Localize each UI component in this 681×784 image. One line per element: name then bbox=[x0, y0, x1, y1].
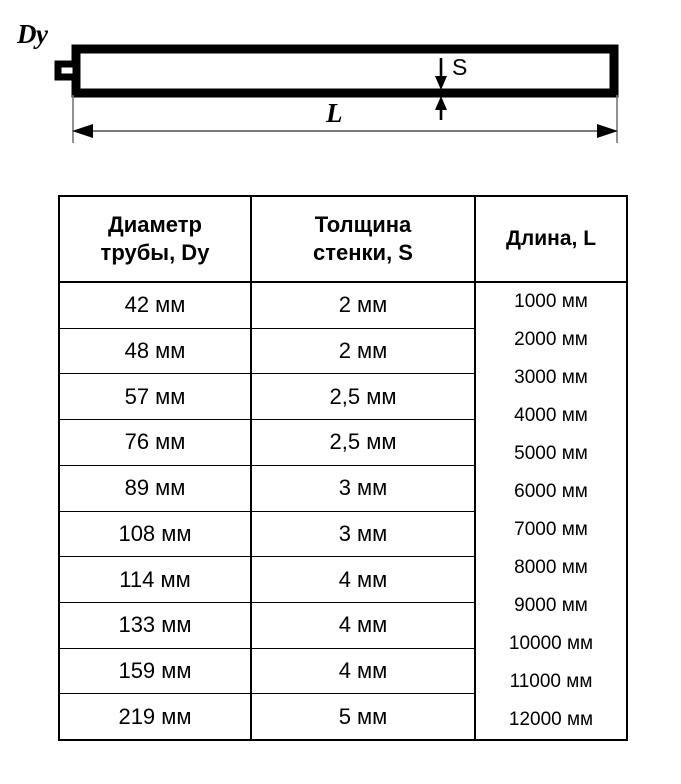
pipe-diameter-tab bbox=[54, 60, 80, 81]
table-cell-diameter: 48 мм bbox=[60, 329, 250, 375]
column-header-length: Длина, L bbox=[476, 197, 626, 283]
table-cell-diameter: 133 мм bbox=[60, 603, 250, 649]
table-cell-length: 8000 мм bbox=[514, 557, 588, 578]
table-cell-thickness: 2 мм bbox=[252, 283, 474, 329]
table-column-diameter: Диаметр трубы, Dy 42 мм 48 мм 57 мм 76 м… bbox=[60, 197, 252, 739]
column-header-thickness-line1: Толщина bbox=[314, 211, 412, 237]
table-cell-diameter: 89 мм bbox=[60, 466, 250, 512]
table-cell-thickness: 4 мм bbox=[252, 557, 474, 603]
pipe-diagram: Dy S L bbox=[0, 0, 681, 180]
table-cell-thickness: 4 мм bbox=[252, 649, 474, 695]
table-cell-length: 5000 мм bbox=[514, 443, 588, 464]
table-cell-length: 2000 мм bbox=[514, 329, 588, 350]
table-cell-length: 10000 мм bbox=[508, 633, 594, 654]
table-cell-diameter: 159 мм bbox=[60, 649, 250, 695]
diagram-label-dy: Dy bbox=[17, 19, 48, 49]
table-cell-diameter: 108 мм bbox=[60, 512, 250, 558]
table-column-thickness: Толщина стенки, S 2 мм 2 мм 2,5 мм 2,5 м… bbox=[252, 197, 476, 739]
pipe-body-outline bbox=[71, 44, 619, 98]
diameter-cells: 42 мм 48 мм 57 мм 76 мм 89 мм 108 мм 114… bbox=[60, 283, 250, 739]
table-cell-length: 12000 мм bbox=[508, 709, 594, 730]
table-cell-diameter: 114 мм bbox=[60, 557, 250, 603]
column-header-diameter-line1: Диаметр bbox=[108, 211, 202, 237]
pipe-spec-table: Диаметр трубы, Dy 42 мм 48 мм 57 мм 76 м… bbox=[58, 195, 628, 741]
table-cell-length: 11000 мм bbox=[509, 671, 593, 692]
table-cell-thickness: 2 мм bbox=[252, 329, 474, 375]
diagram-label-s: S bbox=[452, 54, 468, 80]
table-column-length: Длина, L 1000 мм 2000 мм 3000 мм 4000 мм… bbox=[476, 197, 626, 739]
length-cells: 1000 мм 2000 мм 3000 мм 4000 мм 5000 мм … bbox=[476, 283, 626, 739]
length-arrow-left bbox=[72, 124, 93, 138]
table-cell-length: 4000 мм bbox=[514, 405, 588, 426]
column-header-length-line1: Длина, L bbox=[505, 226, 597, 250]
table-cell-length: 1000 мм bbox=[514, 291, 588, 312]
table-cell-thickness: 4 мм bbox=[252, 603, 474, 649]
table-cell-thickness: 2,5 мм bbox=[252, 374, 474, 421]
column-header-thickness-line2: стенки, S bbox=[313, 240, 413, 265]
table-cell-length: 6000 мм bbox=[514, 481, 588, 502]
table-cell-length: 9000 мм bbox=[514, 595, 588, 616]
table-cell-diameter: 219 мм bbox=[118, 703, 192, 729]
table-cell-diameter: 76 мм bbox=[60, 420, 250, 466]
diagram-label-l: L bbox=[326, 98, 343, 128]
table-cell-thickness: 5 мм bbox=[338, 703, 388, 729]
table-cell-diameter: 42 мм bbox=[60, 283, 250, 329]
table-cell-thickness: 3 мм bbox=[252, 512, 474, 558]
table-cell-length: 3000 мм bbox=[514, 367, 588, 388]
table-cell-thickness: 2,5 мм bbox=[252, 420, 474, 466]
column-header-thickness: Толщина стенки, S bbox=[252, 197, 474, 283]
column-header-diameter: Диаметр трубы, Dy bbox=[60, 197, 250, 283]
thickness-cells: 2 мм 2 мм 2,5 мм 2,5 мм 3 мм 3 мм 4 мм 4… bbox=[252, 283, 474, 739]
table-cell-diameter: 57 мм bbox=[60, 374, 250, 421]
pipe-diagram-svg bbox=[54, 44, 619, 143]
column-header-diameter-line2: трубы, Dy bbox=[100, 240, 210, 265]
table-cell-thickness: 3 мм bbox=[252, 466, 474, 512]
table-cell-length: 7000 мм bbox=[514, 519, 588, 540]
thickness-arrow-bottom-head bbox=[435, 96, 447, 110]
thickness-arrow-top-head bbox=[435, 76, 447, 90]
length-arrow-right bbox=[597, 124, 618, 138]
